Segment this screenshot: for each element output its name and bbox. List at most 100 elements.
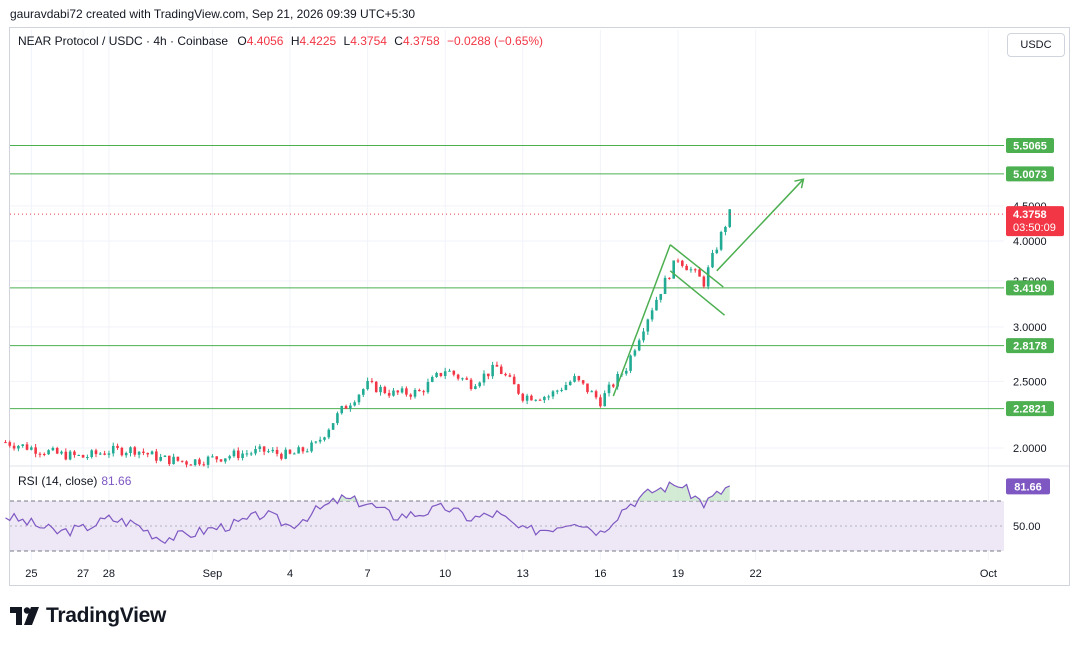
candle-body	[228, 456, 231, 459]
candle-up	[47, 449, 50, 455]
candle-up	[21, 444, 25, 448]
candle-body	[400, 388, 404, 393]
candle-body	[547, 396, 550, 398]
candle-down	[409, 393, 413, 400]
tradingview-wordmark: TradingView	[46, 604, 167, 627]
candle-up	[534, 399, 538, 402]
candle-down	[64, 448, 68, 461]
candle-body	[478, 382, 481, 387]
x-tick-label: 7	[365, 568, 371, 580]
candle-up	[163, 455, 167, 458]
candle-up	[30, 445, 33, 451]
candle-down	[586, 383, 589, 394]
candle-body	[521, 393, 525, 401]
candle-body	[461, 378, 464, 380]
candle-up	[318, 436, 322, 444]
candle-down	[508, 373, 512, 378]
candle-body	[55, 447, 59, 454]
candle-up	[624, 367, 628, 376]
candle-down	[42, 452, 46, 457]
candle-body	[612, 384, 615, 387]
candle-body	[689, 269, 693, 271]
candle-down	[685, 264, 688, 271]
candle-up	[51, 446, 55, 452]
candle-body	[25, 444, 29, 450]
candle-down	[456, 373, 460, 381]
candle-body	[607, 384, 611, 394]
candle-body	[422, 391, 425, 393]
candle-up	[555, 389, 559, 395]
candle-body	[284, 449, 287, 459]
candle-body	[107, 453, 111, 455]
candle-body	[129, 447, 132, 453]
candle-body	[318, 439, 322, 442]
candle-body	[499, 366, 503, 374]
rsi-value-label: 81.66	[1014, 481, 1042, 493]
candle-down	[517, 383, 520, 395]
high-label: H	[290, 34, 300, 48]
candle-down	[612, 383, 615, 388]
x-tick-label: 16	[594, 568, 606, 580]
candle-up	[159, 453, 162, 462]
candle-up	[633, 348, 637, 357]
tradingview-logo[interactable]: TradingView	[10, 604, 166, 628]
candle-down	[594, 389, 598, 400]
candle-body	[633, 350, 637, 356]
candle-body	[564, 384, 568, 390]
candle-body	[357, 394, 361, 403]
candle-down	[12, 442, 16, 451]
y-tick-label: 2.0000	[1013, 443, 1047, 455]
candle-down	[142, 448, 145, 456]
symbol-label[interactable]: NEAR Protocol / USDC · 4h · Coinbase	[18, 34, 229, 48]
candle-up	[400, 386, 404, 394]
candle-body	[383, 386, 387, 394]
candle-body	[396, 390, 400, 393]
candle-body	[99, 453, 102, 455]
candle-down	[538, 398, 542, 401]
candle-body	[474, 386, 477, 390]
candle-body	[672, 260, 675, 279]
candle-body	[12, 445, 16, 449]
candle-up	[448, 368, 451, 372]
currency-button[interactable]: USDC	[1007, 33, 1065, 57]
candle-down	[185, 460, 188, 468]
candle-up	[86, 454, 89, 460]
candle-body	[517, 384, 520, 394]
candle-up	[672, 260, 675, 279]
candle-body	[568, 381, 572, 385]
candle-down	[176, 456, 180, 462]
candle-up	[560, 387, 563, 393]
candle-body	[327, 429, 331, 438]
candle-down	[344, 404, 348, 409]
grid-lines	[10, 30, 1004, 560]
bar-countdown-label: 03:50:09	[1013, 222, 1056, 234]
candle-up	[111, 442, 115, 457]
candle-body	[599, 397, 602, 407]
candle-body	[172, 456, 175, 465]
candle-up	[336, 411, 339, 426]
candle-up	[689, 266, 693, 273]
candle-body	[146, 452, 150, 455]
candle-body	[150, 451, 154, 455]
candle-down	[495, 361, 499, 367]
candle-up	[637, 338, 641, 352]
candle-body	[124, 452, 128, 456]
candle-body	[646, 319, 650, 332]
candle-up	[590, 390, 594, 393]
rsi-value-badge	[1006, 478, 1050, 495]
candle-body	[60, 451, 63, 454]
candle-body	[551, 391, 555, 397]
candle-body	[189, 464, 193, 466]
candle-body	[430, 376, 434, 382]
last-price-label: 4.3758	[1013, 209, 1047, 221]
candle-down	[469, 377, 473, 391]
candle-body	[650, 310, 654, 320]
candle-body	[64, 451, 68, 460]
candle-up	[150, 450, 154, 455]
level-price-label: 2.8178	[1013, 341, 1047, 353]
candle-body	[349, 405, 352, 409]
x-tick-label: Oct	[980, 568, 997, 580]
candle-down	[383, 385, 387, 395]
chart-attribution: gauravdabi72 created with TradingView.co…	[10, 7, 416, 21]
